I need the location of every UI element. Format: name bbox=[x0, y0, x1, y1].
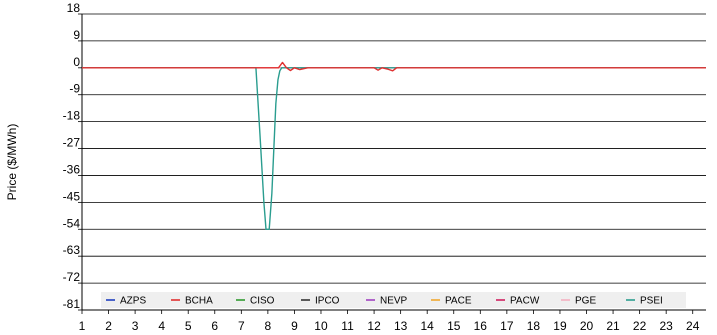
x-tick-label: 17 bbox=[500, 319, 514, 333]
y-tick-label: -81 bbox=[63, 297, 81, 311]
x-tick-labels: 1 2 3 4 5 6 7 8 9 10 11 12 13 14 15 16 17 18 19 20 21 22 23 24 bbox=[79, 319, 700, 333]
x-tick-label: 4 bbox=[158, 319, 165, 333]
y-tick-label: -9 bbox=[69, 82, 80, 96]
x-tick-label: 13 bbox=[394, 319, 408, 333]
x-tick-label: 11 bbox=[341, 319, 354, 333]
series-line-psei bbox=[82, 67, 706, 230]
x-tick-label: 19 bbox=[553, 319, 567, 333]
x-tick-label: 22 bbox=[633, 319, 647, 333]
x-tick-label: 6 bbox=[211, 319, 218, 333]
legend-label-nevp: NEVP bbox=[380, 296, 408, 307]
x-tick-label: 9 bbox=[291, 319, 298, 333]
x-tick-label: 1 bbox=[79, 319, 86, 333]
y-tick-label: -36 bbox=[63, 162, 81, 176]
axes-layer bbox=[78, 13, 706, 314]
legend-label-azps: AZPS bbox=[120, 296, 146, 307]
y-axis-label: Price ($/MWh) bbox=[5, 124, 19, 201]
series-line-bcha bbox=[82, 61, 706, 72]
x-tick-label: 24 bbox=[686, 319, 700, 333]
legend-label-ipco: IPCO bbox=[315, 296, 340, 307]
y-tick-label: -72 bbox=[63, 270, 81, 284]
series-layer bbox=[82, 61, 706, 230]
x-tick-label: 15 bbox=[447, 319, 461, 333]
y-tick-label: -45 bbox=[63, 189, 81, 203]
x-tick-label: 21 bbox=[606, 319, 620, 333]
x-tick-label: 7 bbox=[238, 319, 245, 333]
x-tick-label: 12 bbox=[367, 319, 381, 333]
legend-label-pace: PACE bbox=[445, 296, 472, 307]
x-tick-label: 20 bbox=[580, 319, 594, 333]
legend-label-ciso: CISO bbox=[250, 296, 275, 307]
x-tick-label: 18 bbox=[527, 319, 541, 333]
x-tick-label: 10 bbox=[314, 319, 328, 333]
x-tick-label: 3 bbox=[132, 319, 139, 333]
y-tick-labels: 18 9 0 -9 -18 -27 -36 -45 -54 -63 -72 -81 bbox=[63, 1, 81, 311]
x-tick-label: 23 bbox=[659, 319, 673, 333]
x-tick-label: 8 bbox=[265, 319, 272, 333]
legend-label-pacw: PACW bbox=[510, 296, 540, 307]
legend-label-pge: PGE bbox=[575, 296, 596, 307]
legend-box bbox=[101, 292, 686, 308]
x-tick-label: 5 bbox=[185, 319, 192, 333]
legend: AZPS BCHA CISO IPCO NEVP PACE PACW PGE PSEI bbox=[101, 292, 686, 308]
x-tick-label: 16 bbox=[474, 319, 488, 333]
grid-layer bbox=[82, 13, 706, 311]
y-tick-label: -63 bbox=[63, 243, 81, 257]
y-tick-label: 18 bbox=[67, 1, 81, 15]
y-tick-label: 0 bbox=[73, 55, 80, 69]
legend-label-bcha: BCHA bbox=[185, 296, 213, 307]
legend-label-psei: PSEI bbox=[640, 296, 663, 307]
y-tick-label: -27 bbox=[63, 136, 81, 150]
y-tick-label: -54 bbox=[63, 216, 81, 230]
y-tick-label: 9 bbox=[73, 28, 80, 42]
y-tick-label: -18 bbox=[63, 109, 81, 123]
x-tick-label: 2 bbox=[105, 319, 112, 333]
x-tick-label: 14 bbox=[421, 319, 435, 333]
